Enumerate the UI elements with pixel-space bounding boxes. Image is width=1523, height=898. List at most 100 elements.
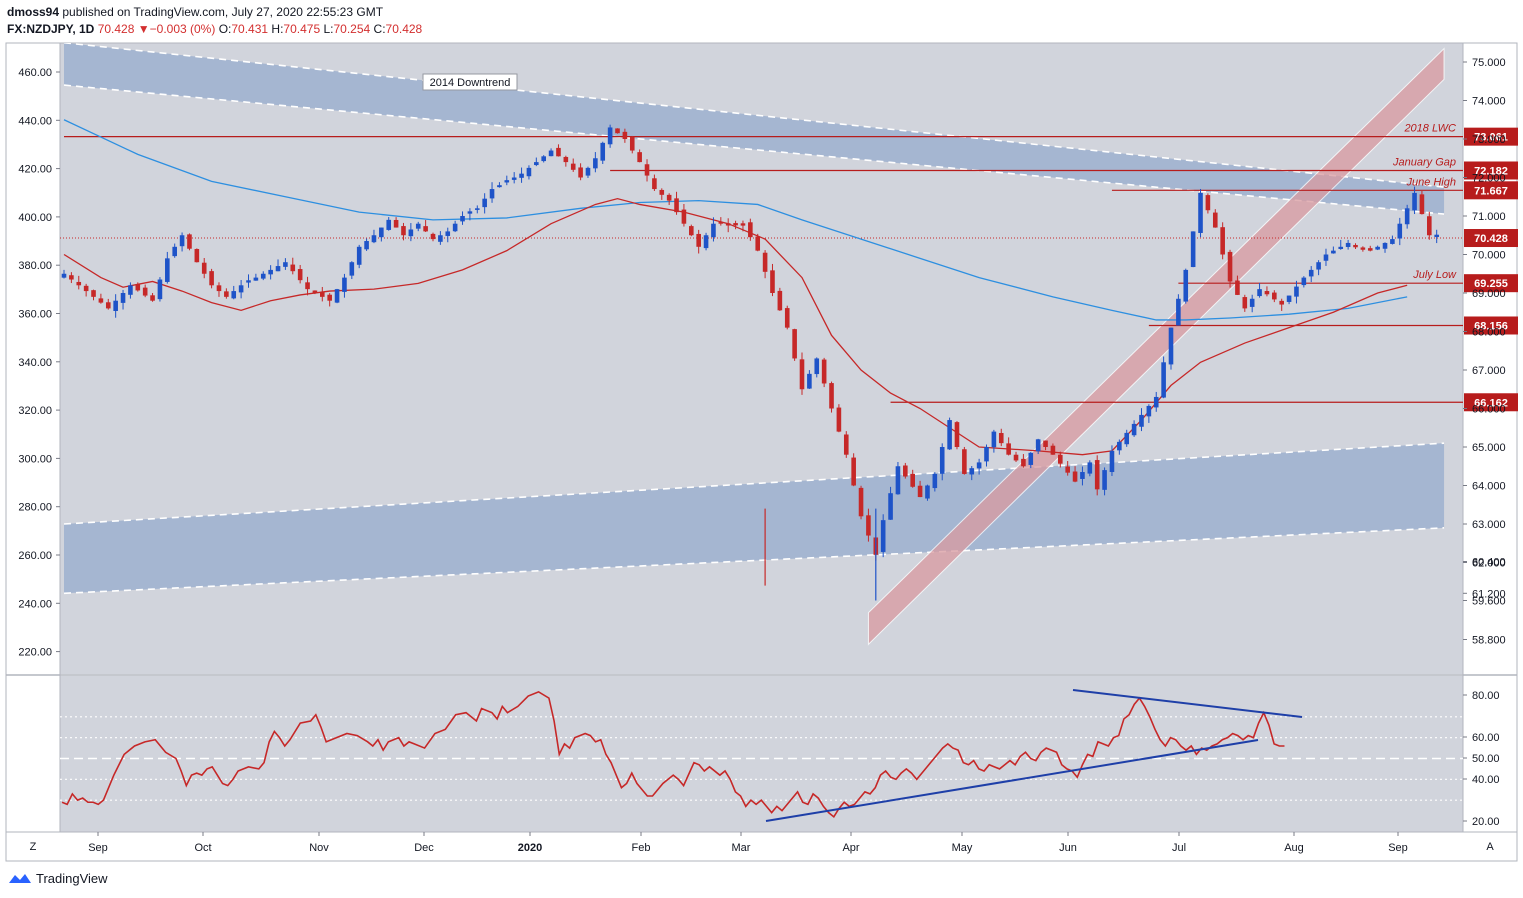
candle[interactable] bbox=[1412, 186, 1417, 215]
candle[interactable] bbox=[1087, 460, 1093, 477]
candle[interactable] bbox=[1301, 276, 1307, 288]
candle[interactable] bbox=[925, 484, 930, 501]
candle[interactable] bbox=[268, 265, 273, 280]
author-name[interactable]: dmoss94 bbox=[7, 5, 60, 19]
candle[interactable] bbox=[939, 443, 945, 481]
candle[interactable] bbox=[748, 218, 753, 241]
candle[interactable] bbox=[1308, 266, 1314, 283]
candle[interactable] bbox=[932, 472, 938, 492]
candle[interactable] bbox=[371, 229, 377, 244]
candle[interactable] bbox=[1183, 268, 1189, 304]
candle[interactable] bbox=[984, 444, 989, 467]
candle[interactable] bbox=[260, 271, 266, 281]
candle[interactable] bbox=[504, 175, 510, 186]
candle[interactable] bbox=[962, 446, 967, 475]
candle[interactable] bbox=[1176, 294, 1181, 326]
candle[interactable] bbox=[1153, 391, 1159, 412]
candle[interactable] bbox=[283, 258, 288, 270]
candle[interactable] bbox=[1249, 294, 1255, 313]
candle[interactable] bbox=[578, 163, 583, 181]
candle[interactable] bbox=[1117, 439, 1122, 455]
candle[interactable] bbox=[1013, 451, 1019, 463]
chart-canvas[interactable]: 73.061 2018 LWC 72.182 January Gap 71.667 Jun… bbox=[0, 0, 1523, 868]
candle[interactable] bbox=[600, 141, 606, 165]
candle[interactable] bbox=[246, 274, 251, 288]
candle[interactable] bbox=[1205, 193, 1211, 214]
candle[interactable] bbox=[1065, 461, 1070, 476]
candle[interactable] bbox=[1198, 188, 1203, 238]
candle[interactable] bbox=[1006, 437, 1011, 456]
candle[interactable] bbox=[1190, 231, 1196, 268]
candle[interactable] bbox=[135, 282, 141, 292]
candle[interactable] bbox=[142, 284, 148, 298]
candle[interactable] bbox=[1294, 280, 1299, 304]
candle[interactable] bbox=[1035, 438, 1041, 455]
candle[interactable] bbox=[519, 167, 524, 183]
candle[interactable] bbox=[969, 466, 975, 481]
candle[interactable] bbox=[917, 480, 923, 498]
candle[interactable] bbox=[290, 257, 296, 275]
candle[interactable] bbox=[792, 328, 797, 361]
candle[interactable] bbox=[1146, 404, 1152, 423]
candle[interactable] bbox=[511, 172, 517, 184]
candle[interactable] bbox=[799, 352, 805, 395]
candle[interactable] bbox=[231, 285, 237, 300]
candle[interactable] bbox=[430, 232, 436, 242]
candle[interactable] bbox=[305, 276, 310, 296]
candle[interactable] bbox=[98, 293, 104, 304]
candle[interactable] bbox=[696, 229, 701, 254]
candle[interactable] bbox=[76, 275, 82, 290]
candles-layer[interactable] bbox=[61, 124, 1439, 601]
candle[interactable] bbox=[991, 429, 997, 453]
candle[interactable] bbox=[1080, 466, 1085, 486]
candle[interactable] bbox=[128, 282, 133, 299]
candle[interactable] bbox=[1427, 211, 1432, 240]
candle[interactable] bbox=[1375, 245, 1380, 251]
candle[interactable] bbox=[829, 381, 834, 413]
candle[interactable] bbox=[408, 223, 414, 242]
brand-name[interactable]: TradingView bbox=[36, 871, 108, 886]
candle[interactable] bbox=[1139, 408, 1144, 432]
candle[interactable] bbox=[474, 205, 480, 214]
candle[interactable] bbox=[858, 485, 864, 520]
candle[interactable] bbox=[1043, 440, 1048, 451]
candle[interactable] bbox=[452, 220, 458, 233]
candle[interactable] bbox=[622, 128, 628, 143]
candle[interactable] bbox=[253, 273, 259, 281]
candle[interactable] bbox=[541, 155, 546, 163]
candle[interactable] bbox=[334, 288, 340, 304]
candle[interactable] bbox=[777, 287, 783, 311]
candle[interactable] bbox=[1264, 286, 1270, 297]
candle[interactable] bbox=[1367, 245, 1373, 252]
candle[interactable] bbox=[1072, 466, 1078, 483]
candle[interactable] bbox=[165, 251, 170, 284]
candle[interactable] bbox=[445, 227, 451, 243]
candle[interactable] bbox=[1323, 248, 1329, 266]
candle[interactable] bbox=[807, 370, 812, 389]
candle[interactable] bbox=[681, 204, 687, 227]
candle[interactable] bbox=[194, 248, 200, 263]
auto-scale-button[interactable]: A bbox=[1486, 841, 1494, 853]
candle[interactable] bbox=[297, 264, 303, 284]
candle[interactable] bbox=[364, 238, 369, 251]
candle[interactable] bbox=[976, 458, 982, 475]
candle[interactable] bbox=[1316, 260, 1321, 276]
candle[interactable] bbox=[1419, 191, 1425, 215]
candle[interactable] bbox=[526, 165, 532, 180]
left-axis-bg[interactable] bbox=[6, 43, 60, 832]
candle[interactable] bbox=[120, 289, 126, 310]
candle[interactable] bbox=[534, 157, 539, 167]
candle[interactable] bbox=[880, 514, 886, 558]
candle[interactable] bbox=[733, 220, 738, 230]
candle[interactable] bbox=[342, 273, 347, 298]
candle[interactable] bbox=[998, 428, 1004, 447]
candle[interactable] bbox=[497, 182, 502, 188]
candle[interactable] bbox=[61, 269, 67, 279]
candle[interactable] bbox=[652, 174, 657, 191]
candle[interactable] bbox=[379, 227, 384, 242]
candle[interactable] bbox=[113, 294, 118, 318]
candle[interactable] bbox=[1212, 209, 1218, 228]
candle[interactable] bbox=[843, 431, 849, 458]
candle[interactable] bbox=[1235, 275, 1240, 296]
candle[interactable] bbox=[1050, 443, 1056, 455]
